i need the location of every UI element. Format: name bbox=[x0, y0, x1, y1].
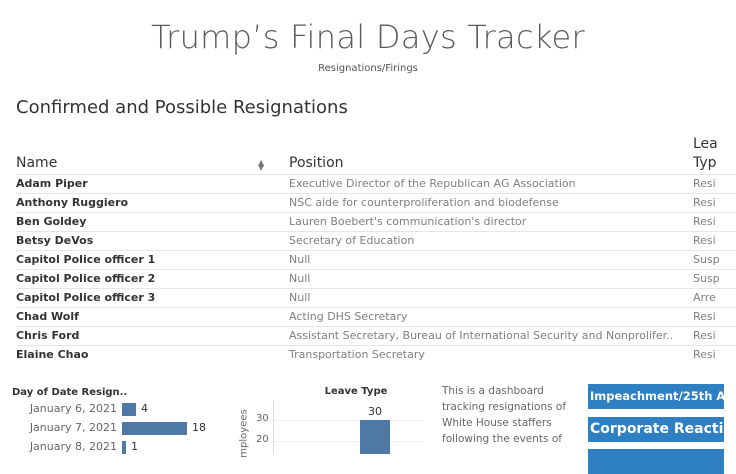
y-tick-label: 30 bbox=[256, 413, 269, 424]
day-chart-title: Day of Date Resign.. bbox=[12, 387, 128, 398]
day-bar[interactable] bbox=[122, 403, 136, 416]
position-cell: Null bbox=[289, 291, 311, 304]
name-cell: Elaine Chao bbox=[16, 348, 89, 361]
day-label: January 6, 2021 bbox=[29, 402, 117, 415]
type-cell: Resi bbox=[693, 329, 716, 342]
day-label: January 8, 2021 bbox=[29, 440, 117, 453]
name-cell: Ben Goldey bbox=[16, 215, 87, 228]
position-cell: Executive Director of the Republican AG … bbox=[289, 177, 576, 190]
day-bar[interactable] bbox=[122, 441, 126, 454]
type-cell: Arre bbox=[693, 291, 716, 304]
name-cell: Betsy DeVos bbox=[16, 234, 94, 247]
day-label: January 7, 2021 bbox=[29, 421, 117, 434]
name-cell: Chris Ford bbox=[16, 329, 80, 342]
column-header-leave-type-line2[interactable]: Typ bbox=[693, 155, 717, 171]
table-row[interactable]: Capitol Police officer 1 Null Susp bbox=[16, 250, 736, 270]
position-cell: Transportation Secretary bbox=[289, 348, 425, 361]
day-bar-value: 18 bbox=[192, 421, 206, 434]
position-cell: Lauren Boebert's communication's directo… bbox=[289, 215, 527, 228]
impeachment-button[interactable]: Impeachment/25th A... bbox=[588, 384, 724, 409]
table-row[interactable]: Anthony Ruggiero NSC aide for counterpro… bbox=[16, 193, 736, 213]
position-cell: Null bbox=[289, 253, 311, 266]
gridline bbox=[274, 420, 424, 421]
type-cell: Resi bbox=[693, 310, 716, 323]
table-row[interactable]: Adam Piper Executive Director of the Rep… bbox=[16, 174, 736, 194]
third-nav-button[interactable] bbox=[588, 449, 724, 474]
gridline bbox=[274, 441, 424, 443]
type-cell: Resi bbox=[693, 348, 716, 361]
name-cell: Capitol Police officer 2 bbox=[16, 272, 156, 285]
resignations-table: Name ▲ ▼ Position Lea Typ Adam Piper Exec… bbox=[16, 132, 736, 368]
type-cell: Resi bbox=[693, 234, 716, 247]
type-cell: Susp bbox=[693, 253, 720, 266]
table-row[interactable]: Capitol Police officer 3 Null Arre bbox=[16, 288, 736, 308]
type-cell: Resi bbox=[693, 177, 716, 190]
column-header-leave-type[interactable]: Lea bbox=[693, 136, 718, 152]
name-cell: Capitol Police officer 1 bbox=[16, 253, 156, 266]
position-cell: NSC aide for counterproliferation and bi… bbox=[289, 196, 559, 209]
type-cell: Susp bbox=[693, 272, 720, 285]
table-row[interactable]: Elaine Chao Transportation Secretary Res… bbox=[16, 345, 736, 365]
name-cell: Capitol Police officer 3 bbox=[16, 291, 156, 304]
y-tick-label: 20 bbox=[256, 434, 269, 446]
table-row[interactable]: Betsy DeVos Secretary of Education Resi bbox=[16, 231, 736, 251]
leave-type-y-axis bbox=[273, 400, 274, 454]
day-bar-value: 1 bbox=[131, 440, 138, 453]
leave-type-y-axis-label: mployees bbox=[238, 409, 250, 458]
leave-type-chart-title: Leave Type bbox=[324, 386, 388, 397]
day-bar-value: 4 bbox=[141, 402, 148, 415]
table-row[interactable]: Chad Wolf Acting DHS Secretary Resi bbox=[16, 307, 736, 327]
section-title: Confirmed and Possible Resignations bbox=[16, 97, 348, 118]
position-cell: Acting DHS Secretary bbox=[289, 310, 408, 323]
sort-icon[interactable]: ▲ ▼ bbox=[258, 158, 265, 172]
name-cell: Adam Piper bbox=[16, 177, 88, 190]
day-bar[interactable] bbox=[122, 422, 187, 435]
leave-type-bar-value: 30 bbox=[368, 405, 382, 418]
position-cell: Secretary of Education bbox=[289, 234, 415, 247]
table-row[interactable]: Capitol Police officer 2 Null Susp bbox=[16, 269, 736, 289]
name-cell: Anthony Ruggiero bbox=[16, 196, 129, 209]
dashboard-subtitle: Resignations/Firings bbox=[318, 63, 418, 74]
position-cell: Assistant Secretary, Bureau of Internati… bbox=[289, 329, 674, 342]
corporate-reactions-button[interactable]: Corporate Reacti... bbox=[588, 417, 724, 442]
position-cell: Null bbox=[289, 272, 311, 285]
dashboard-description: This is a dashboard tracking resignation… bbox=[442, 385, 567, 445]
name-cell: Chad Wolf bbox=[16, 310, 79, 323]
leave-type-bar[interactable] bbox=[360, 420, 390, 454]
table-row[interactable]: Ben Goldey Lauren Boebert's communicatio… bbox=[16, 212, 736, 232]
column-header-name[interactable]: Name bbox=[16, 155, 58, 171]
table-row[interactable]: Chris Ford Assistant Secretary, Bureau o… bbox=[16, 326, 736, 346]
dashboard-title: Trump’s Final Days Tracker bbox=[151, 18, 585, 56]
type-cell: Resi bbox=[693, 196, 716, 209]
type-cell: Resi bbox=[693, 215, 716, 228]
column-header-position[interactable]: Position bbox=[289, 155, 344, 171]
